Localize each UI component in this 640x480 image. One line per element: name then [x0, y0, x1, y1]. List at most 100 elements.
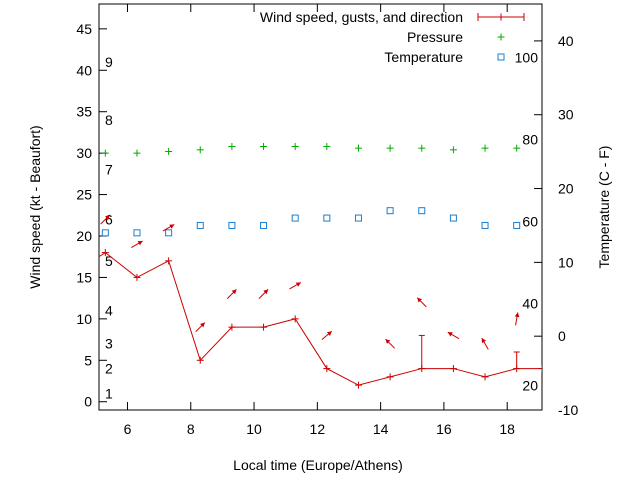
temperature-point	[481, 221, 489, 229]
arrow-head	[481, 338, 487, 344]
legend: Wind speed, gusts, and direction Pressure…	[260, 9, 525, 65]
fahrenheit-label: 60	[522, 213, 538, 229]
arrow-head	[417, 297, 422, 303]
wind-direction-arrow	[447, 331, 460, 340]
x-tick-label: 6	[124, 421, 132, 437]
legend-label: Wind speed, gusts, and direction	[260, 9, 463, 25]
wind-speed-point	[133, 273, 141, 281]
pressure-point	[228, 143, 236, 151]
temperature-point	[101, 229, 109, 237]
pressure-point	[196, 146, 204, 154]
wind-speed-point	[323, 365, 331, 373]
x-tick-label: 10	[246, 421, 262, 437]
wind-series	[99, 249, 542, 389]
wind-direction-arrow	[385, 338, 396, 349]
arrow-head	[263, 289, 269, 295]
pressure-point	[481, 144, 489, 152]
y-axis-label-right: Temperature (C - F)	[596, 146, 612, 269]
fahrenheit-label: 100	[515, 49, 539, 65]
temperature-point	[418, 207, 426, 215]
temperature-point	[323, 214, 331, 222]
fahrenheit-label: 80	[522, 131, 538, 147]
temperature-point	[513, 221, 521, 229]
beaufort-label: 7	[105, 162, 113, 178]
pressure-point	[133, 149, 141, 157]
wind-direction-arrow	[289, 282, 302, 290]
wind-speed-point	[101, 249, 109, 257]
wind-speed-point	[196, 356, 204, 364]
plot-frame	[98, 3, 543, 411]
wind-speed-point	[228, 323, 236, 331]
beaufort-label: 6	[105, 211, 113, 227]
wind-direction-arrow	[514, 312, 520, 326]
y-tick-label-right: 20	[558, 181, 574, 197]
arrow-head	[295, 282, 301, 287]
wind-arrows-layer	[100, 214, 520, 350]
legend-symbol-pressure	[497, 33, 505, 41]
x-tick-label: 12	[310, 421, 326, 437]
legend-symbol-wind	[477, 13, 525, 21]
x-axis-label: Local time (Europe/Athens)	[233, 457, 403, 473]
y-tick-label-left: 30	[76, 145, 92, 161]
temperature-point	[228, 221, 236, 229]
wind-direction-arrow	[100, 214, 111, 225]
y-tick-label-left: 35	[76, 104, 92, 120]
legend-symbol-temperature	[497, 53, 505, 61]
arrow-head	[105, 214, 110, 220]
wind-direction-arrow	[481, 337, 489, 350]
x-tick-label: 14	[373, 421, 389, 437]
fahrenheit-label: 20	[522, 377, 538, 393]
arrow-head	[169, 224, 175, 229]
arrow-head	[326, 331, 332, 336]
y-tick-label-left: 25	[76, 187, 92, 203]
y-axis-label-left: Wind speed (kt - Beaufort)	[27, 125, 43, 288]
beaufort-label: 5	[105, 253, 113, 269]
pressure-point	[291, 143, 299, 151]
pressure-point	[354, 144, 362, 152]
wind-speed-point	[165, 257, 173, 265]
wind-speed-line	[99, 251, 542, 386]
wind-speed-point	[260, 323, 268, 331]
wind-speed-point	[538, 365, 542, 373]
temperature-point	[133, 229, 141, 237]
arrow-head	[231, 289, 237, 295]
beaufort-label: 1	[105, 385, 113, 401]
x-tick-label: 16	[436, 421, 452, 437]
temperature-point	[165, 229, 173, 237]
y-tick-label-left: 15	[76, 269, 92, 285]
series-layer	[99, 143, 542, 389]
wind-direction-arrow	[258, 289, 269, 299]
pressure-point	[449, 146, 457, 154]
beaufort-label: 8	[105, 112, 113, 128]
pressure-point	[260, 143, 268, 151]
y-tick-label-left: 0	[84, 394, 92, 410]
y-tick-label-left: 5	[84, 352, 92, 368]
legend-label: Temperature	[384, 49, 463, 65]
x-tick-label: 18	[499, 421, 515, 437]
y-tick-label-left: 45	[76, 21, 92, 37]
y-tick-label-right: 0	[558, 328, 566, 344]
pressure-point	[101, 149, 109, 157]
y-tick-label-right: 10	[558, 254, 574, 270]
wind-speed-point	[354, 381, 362, 389]
wind-direction-arrow	[321, 330, 333, 340]
y-tick-label-left: 20	[76, 228, 92, 244]
wind-direction-arrow	[416, 297, 427, 308]
x-tick-label: 8	[187, 421, 195, 437]
temperature-point	[386, 207, 394, 215]
temperature-point	[260, 221, 268, 229]
pressure-point	[386, 144, 394, 152]
temperature-point	[449, 214, 457, 222]
wind-speed-point	[418, 334, 426, 373]
wind-speed-point	[291, 315, 299, 323]
wind-direction-arrow	[226, 289, 237, 299]
wind-direction-arrow	[162, 224, 175, 232]
wind-speed-point	[481, 373, 489, 381]
pressure-point	[165, 147, 173, 155]
temperature-point	[196, 221, 204, 229]
wind-direction-arrow	[131, 240, 143, 248]
y-tick-label-left: 40	[76, 62, 92, 78]
legend-label: Pressure	[407, 29, 463, 45]
